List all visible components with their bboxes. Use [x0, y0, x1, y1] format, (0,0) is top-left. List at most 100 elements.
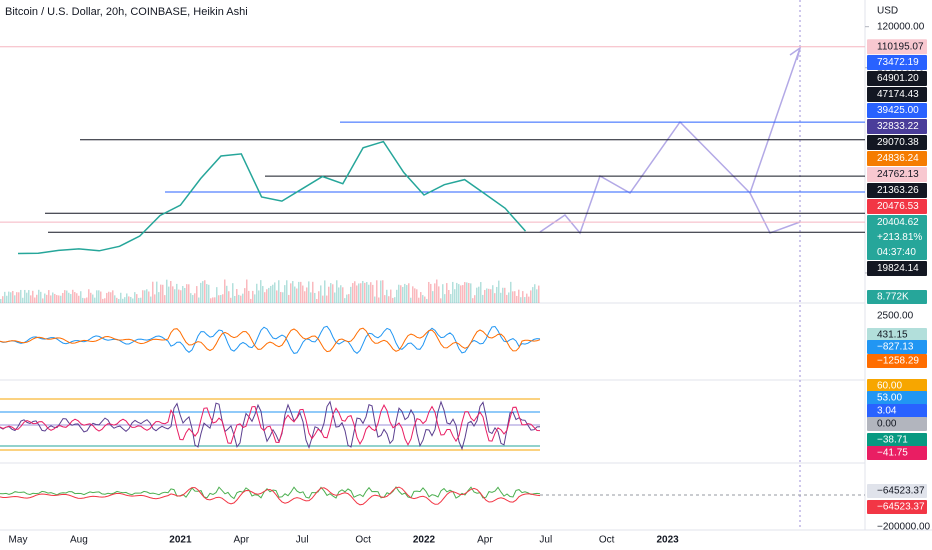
volume-bar: [472, 298, 474, 303]
volume-bar: [344, 298, 346, 303]
volume-bar: [410, 297, 412, 303]
volume-bar: [496, 286, 498, 303]
volume-bar: [124, 297, 126, 303]
volume-bar: [284, 285, 286, 303]
volume-bar: [40, 291, 42, 303]
indicator-line: [0, 325, 541, 354]
volume-bar: [172, 286, 174, 303]
volume-bar: [310, 292, 312, 303]
volume-bar: [278, 280, 280, 303]
volume-bar: [518, 289, 520, 303]
volume-bar: [312, 281, 314, 303]
volume-bar: [168, 286, 170, 303]
volume-bar: [380, 280, 382, 303]
volume-bar: [430, 283, 432, 303]
indicator-label: −827.13: [877, 342, 914, 353]
indicator-label-bg: [867, 433, 927, 447]
volume-bar: [8, 291, 10, 303]
volume-bar: [14, 295, 16, 303]
volume-bar: [30, 295, 32, 303]
volume-bar: [480, 282, 482, 303]
volume-bar: [450, 294, 452, 303]
indicator-label-bg: [867, 417, 927, 431]
volume-bar: [4, 291, 6, 303]
volume-bar: [320, 285, 322, 303]
volume-bar: [436, 279, 438, 303]
volume-bar: [192, 295, 194, 303]
volume-bar: [378, 297, 380, 303]
volume-bar: [500, 292, 502, 303]
indicator-label-bg: [867, 340, 927, 354]
price-label: 20476.53: [877, 201, 919, 212]
volume-bar: [140, 297, 142, 303]
volume-bar: [404, 283, 406, 303]
price-line: [17, 140, 527, 255]
volume-bar: [70, 294, 72, 303]
volume-bar: [144, 290, 146, 303]
volume-bar: [106, 292, 108, 303]
volume-bar: [384, 295, 386, 303]
volume-bar: [128, 296, 130, 303]
volume-bar: [274, 282, 276, 303]
volume-bar: [82, 297, 84, 303]
axis-label: USD: [877, 6, 898, 17]
volume-bar: [462, 285, 464, 303]
volume-bar: [494, 293, 496, 303]
volume-bar: [416, 289, 418, 303]
price-label-bg: [867, 71, 927, 86]
volume-bar: [336, 280, 338, 303]
volume-bar: [536, 289, 538, 303]
volume-bar: [530, 290, 532, 303]
volume-bar: [6, 295, 8, 303]
volume-bar: [86, 297, 88, 303]
volume-bar: [488, 288, 490, 303]
volume-bar: [190, 293, 192, 303]
volume-bar: [90, 292, 92, 303]
volume-bar: [466, 282, 468, 303]
volume-bar: [442, 284, 444, 303]
volume-bar: [370, 282, 372, 303]
volume-bar: [44, 293, 46, 303]
volume-bar: [116, 297, 118, 303]
volume-bar: [484, 289, 486, 303]
volume-bar: [332, 284, 334, 303]
volume-bar: [58, 295, 60, 303]
indicator-label-bg: [867, 484, 927, 498]
volume-bar: [318, 291, 320, 303]
volume-bar: [376, 280, 378, 303]
volume-bar: [258, 290, 260, 303]
volume-bar: [300, 281, 302, 303]
volume-bar: [408, 283, 410, 303]
volume-bar: [504, 287, 506, 303]
indicator-label-bg: [867, 328, 927, 342]
volume-bar: [56, 295, 58, 303]
volume-bar: [132, 298, 134, 303]
price-label-bg: [867, 103, 927, 118]
volume-bar: [270, 285, 272, 303]
volume-bar: [230, 297, 232, 303]
projection-path: [539, 47, 801, 235]
volume-bar: [366, 282, 368, 303]
volume-bar: [358, 283, 360, 303]
volume-bar: [468, 283, 470, 303]
volume-bar: [146, 289, 148, 303]
volume-bar: [102, 298, 104, 303]
volume-bar: [126, 293, 128, 303]
projection-arrow: [789, 46, 802, 61]
volume-bar: [0, 298, 2, 303]
volume-bar: [166, 279, 168, 303]
volume-bar: [240, 295, 242, 303]
price-label: 32833.22: [877, 121, 919, 132]
volume-bar: [72, 289, 74, 303]
volume-bar: [414, 288, 416, 303]
indicator-label-bg: [867, 446, 927, 460]
volume-bar: [22, 297, 24, 303]
volume-bar: [114, 295, 116, 303]
volume-bar: [308, 281, 310, 303]
volume-bar: [502, 287, 504, 303]
x-tick-label: Oct: [599, 535, 615, 546]
x-tick-label: 2021: [169, 535, 192, 546]
volume-bar: [510, 281, 512, 303]
volume-bar: [464, 282, 466, 303]
